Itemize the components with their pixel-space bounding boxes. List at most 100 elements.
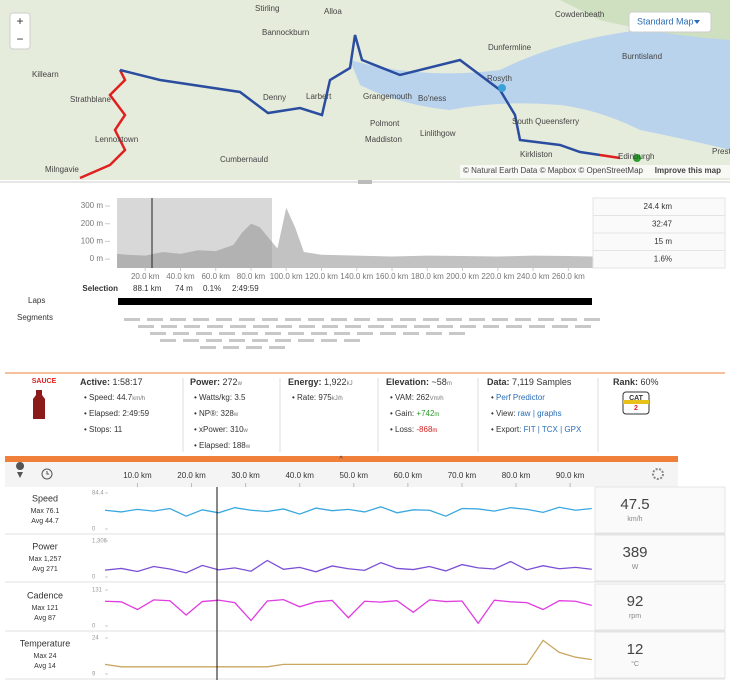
segment-bar[interactable] <box>368 325 384 328</box>
segment-bar[interactable] <box>492 318 508 321</box>
segment-bar[interactable] <box>161 325 177 328</box>
summary-heading: Data: 7,119 Samples <box>487 377 572 387</box>
segment-bar[interactable] <box>380 332 396 335</box>
segment-bar[interactable] <box>184 325 200 328</box>
link[interactable]: raw <box>518 409 531 418</box>
segment-bar[interactable] <box>391 325 407 328</box>
segment-bar[interactable] <box>269 346 285 349</box>
lap-bar[interactable] <box>118 298 592 305</box>
map-style-box[interactable] <box>628 11 712 33</box>
dropdown-caret <box>694 20 700 24</box>
elevation-stat: 15 m <box>654 237 672 246</box>
segment-bar[interactable] <box>552 325 568 328</box>
segment-bar[interactable] <box>285 318 301 321</box>
x-tick-label: 160.0 km <box>376 272 409 281</box>
segment-bar[interactable] <box>193 318 209 321</box>
segment-bar[interactable] <box>561 318 577 321</box>
item-label: xPower: <box>199 425 228 434</box>
segment-bar[interactable] <box>321 339 337 342</box>
zoom-in[interactable]: + <box>16 14 23 28</box>
zoom-out[interactable]: − <box>16 32 23 46</box>
segment-bar[interactable] <box>584 318 600 321</box>
segment-bar[interactable] <box>288 332 304 335</box>
segment-bar[interactable] <box>344 339 360 342</box>
segment-bar[interactable] <box>252 339 268 342</box>
segment-bar[interactable] <box>322 325 338 328</box>
segment-bar[interactable] <box>147 318 163 321</box>
segment-bar[interactable] <box>138 325 154 328</box>
segment-bar[interactable] <box>230 325 246 328</box>
route-red <box>79 69 127 180</box>
segment-bar[interactable] <box>265 332 281 335</box>
segment-bar[interactable] <box>575 325 591 328</box>
map-style-button[interactable]: Standard Map <box>637 16 694 26</box>
segment-bar[interactable] <box>160 339 176 342</box>
segment-bar[interactable] <box>207 325 223 328</box>
segment-bar[interactable] <box>298 339 314 342</box>
clock-icon[interactable] <box>41 468 53 480</box>
segment-bar[interactable] <box>253 325 269 328</box>
segment-bar[interactable] <box>223 346 239 349</box>
segment-bar[interactable] <box>216 318 232 321</box>
segment-bar[interactable] <box>276 325 292 328</box>
segment-bar[interactable] <box>506 325 522 328</box>
link[interactable]: Perf Predictor <box>496 393 545 402</box>
collapse-bar[interactable] <box>5 456 678 462</box>
segment-bar[interactable] <box>414 325 430 328</box>
segment-bar[interactable] <box>469 318 485 321</box>
segment-bar[interactable] <box>334 332 350 335</box>
segment-bar[interactable] <box>308 318 324 321</box>
segment-bar[interactable] <box>150 332 166 335</box>
summary-value: 60% <box>641 377 659 387</box>
segment-bar[interactable] <box>242 332 258 335</box>
segment-bar[interactable] <box>331 318 347 321</box>
improve-map[interactable]: Improve this map <box>655 166 721 175</box>
segment-bar[interactable] <box>437 325 453 328</box>
segment-bar[interactable] <box>311 332 327 335</box>
segment-bar[interactable] <box>515 318 531 321</box>
segment-bar[interactable] <box>173 332 189 335</box>
segment-bar[interactable] <box>183 339 199 342</box>
y-tick-label: 0 m <box>90 254 104 263</box>
segment-bar[interactable] <box>426 332 442 335</box>
summary-heading: Energy: 1,922kJ <box>288 377 353 387</box>
segment-bar[interactable] <box>483 325 499 328</box>
segment-bar[interactable] <box>219 332 235 335</box>
segment-bar[interactable] <box>229 339 245 342</box>
link[interactable]: GPX <box>564 425 582 434</box>
settings-icon[interactable] <box>652 468 664 480</box>
segment-bar[interactable] <box>196 332 212 335</box>
segment-bar[interactable] <box>460 325 476 328</box>
segment-bar[interactable] <box>170 318 186 321</box>
segment-bar[interactable] <box>377 318 393 321</box>
selection-label: Selection <box>82 284 118 293</box>
segment-bar[interactable] <box>345 325 361 328</box>
item-value: 3.5 <box>234 393 246 402</box>
segment-bar[interactable] <box>124 318 140 321</box>
link[interactable]: graphs <box>537 409 561 418</box>
segment-bar[interactable] <box>299 325 315 328</box>
link[interactable]: TCX <box>542 425 559 434</box>
resize-handle[interactable] <box>358 180 372 184</box>
segment-bar[interactable] <box>262 318 278 321</box>
link[interactable]: FIT <box>524 425 536 434</box>
segment-bar[interactable] <box>529 325 545 328</box>
y-tick-label: 0 <box>92 624 96 630</box>
item-label: Elapsed: <box>199 441 230 450</box>
segment-bar[interactable] <box>246 346 262 349</box>
summary-title: Active: <box>80 377 110 387</box>
segment-bar[interactable] <box>206 339 222 342</box>
segment-bar[interactable] <box>423 318 439 321</box>
segment-bar[interactable] <box>538 318 554 321</box>
segment-bar[interactable] <box>400 318 416 321</box>
segment-bar[interactable] <box>354 318 370 321</box>
segment-bar[interactable] <box>200 346 216 349</box>
segment-bar[interactable] <box>239 318 255 321</box>
segment-bar[interactable] <box>357 332 373 335</box>
segment-bar[interactable] <box>275 339 291 342</box>
segment-bar[interactable] <box>403 332 419 335</box>
summary-value: ~58 <box>432 377 447 387</box>
pin-icon[interactable] <box>16 462 25 478</box>
segment-bar[interactable] <box>449 332 465 335</box>
segment-bar[interactable] <box>446 318 462 321</box>
